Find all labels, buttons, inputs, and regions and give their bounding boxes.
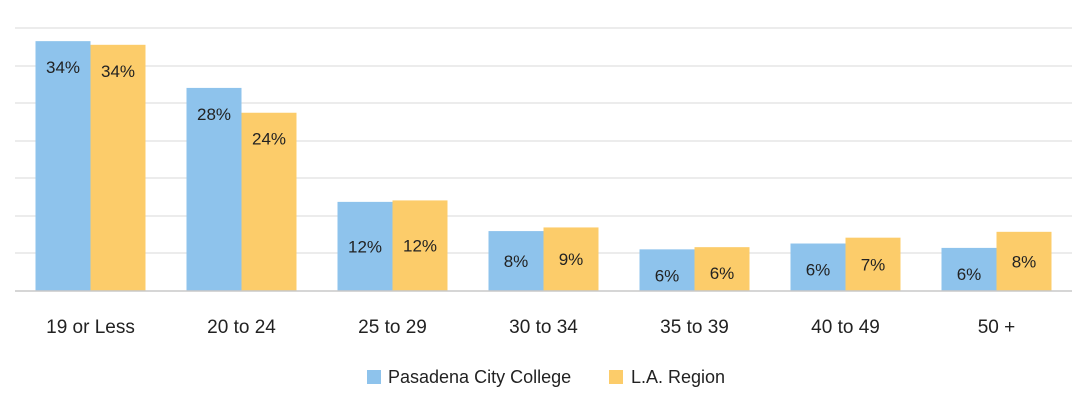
legend-label-pasadena-city-college: Pasadena City College xyxy=(388,367,571,387)
bars xyxy=(35,41,1052,292)
bar-pasadena-city-college-5 xyxy=(790,243,846,291)
bar-pasadena-city-college-3 xyxy=(488,231,544,291)
x-tick-label-2: 25 to 29 xyxy=(358,317,427,338)
x-tick-label-4: 35 to 39 xyxy=(660,317,729,338)
data-label-pasadena-city-college-5: 6% xyxy=(806,261,831,280)
data-label-l-a-region-1: 24% xyxy=(252,130,286,149)
data-label-pasadena-city-college-0: 34% xyxy=(46,58,80,77)
data-label-l-a-region-2: 12% xyxy=(403,237,437,256)
bar-l-a-region-5 xyxy=(845,237,901,291)
data-label-pasadena-city-college-6: 6% xyxy=(957,265,982,284)
data-label-pasadena-city-college-2: 12% xyxy=(348,237,382,256)
data-label-pasadena-city-college-1: 28% xyxy=(197,105,231,124)
bar-pasadena-city-college-4 xyxy=(639,249,695,291)
data-label-l-a-region-0: 34% xyxy=(101,62,135,81)
bar-l-a-region-2 xyxy=(392,200,448,291)
data-label-pasadena-city-college-3: 8% xyxy=(504,252,529,271)
x-tick-label-3: 30 to 34 xyxy=(509,317,578,338)
gridlines xyxy=(15,27,1072,254)
data-label-pasadena-city-college-4: 6% xyxy=(655,266,680,285)
legend-label-l-a-region: L.A. Region xyxy=(631,367,725,387)
x-tick-labels: 19 or Less 20 to 24 25 to 29 30 to 34 35 to … xyxy=(46,317,1015,338)
x-tick-label-6: 50 + xyxy=(978,317,1016,338)
bar-l-a-region-3 xyxy=(543,227,599,291)
bar-pasadena-city-college-6 xyxy=(941,247,997,291)
bar-l-a-region-4 xyxy=(694,247,750,291)
legend: Pasadena City College L.A. Region xyxy=(367,367,725,387)
x-tick-label-1: 20 to 24 xyxy=(207,317,276,338)
data-label-l-a-region-4: 6% xyxy=(710,264,735,283)
legend-swatch-pasadena-city-college xyxy=(367,370,381,384)
data-label-l-a-region-3: 9% xyxy=(559,250,584,269)
legend-swatch-l-a-region xyxy=(609,370,623,384)
x-tick-label-5: 40 to 49 xyxy=(811,317,880,338)
bar-l-a-region-1 xyxy=(241,112,297,291)
bar-pasadena-city-college-1 xyxy=(186,87,242,292)
data-label-l-a-region-5: 7% xyxy=(861,255,886,274)
bar-pasadena-city-college-2 xyxy=(337,201,393,291)
data-label-l-a-region-6: 8% xyxy=(1012,252,1037,271)
bar-l-a-region-6 xyxy=(996,231,1052,291)
bar-l-a-region-0 xyxy=(90,44,146,291)
bar-pasadena-city-college-0 xyxy=(35,41,91,292)
data-labels: 34% 34% 28% 24% 12% 12% 8% 9% 6% 6% 6% 7% 6% 8% xyxy=(46,58,1036,285)
x-tick-label-0: 19 or Less xyxy=(46,317,135,338)
